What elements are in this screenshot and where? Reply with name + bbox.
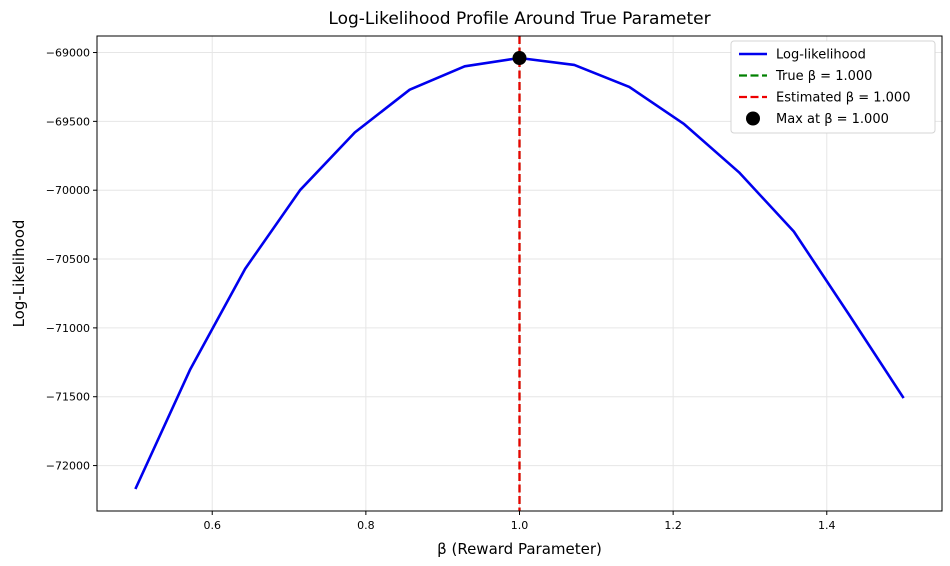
x-tick-label: 1.0 <box>511 519 529 532</box>
x-tick-label: 0.8 <box>357 519 375 532</box>
y-tick-label: −71000 <box>46 322 90 335</box>
x-axis-title: β (Reward Parameter) <box>437 540 602 558</box>
x-tick-label: 1.2 <box>664 519 682 532</box>
legend-label: Estimated β = 1.000 <box>776 91 910 106</box>
y-tick-label: −69500 <box>46 115 90 128</box>
legend-label: Max at β = 1.000 <box>776 112 889 127</box>
max-point-marker <box>512 51 527 66</box>
y-axis-title: Log-Likelihood <box>10 220 28 328</box>
legend-item-true-beta: True β = 1.000 <box>739 69 872 84</box>
y-tick-label: −69000 <box>46 47 90 60</box>
legend-label: True β = 1.000 <box>775 69 872 84</box>
axis-ticks: 0.6 0.8 1.0 1.2 1.4 −69000 −69500 −70000 −70500 −… <box>46 47 836 532</box>
legend: Log-likelihood True β = 1.000 Estimated β … <box>730 40 936 134</box>
y-tick-label: −71500 <box>46 391 90 404</box>
legend-item-max: Max at β = 1.000 <box>746 111 889 127</box>
y-tick-label: −70000 <box>46 184 90 197</box>
y-tick-label: −72000 <box>46 460 90 473</box>
x-tick-label: 1.4 <box>818 519 836 532</box>
chart-title: Log-Likelihood Profile Around True Param… <box>328 9 710 29</box>
legend-item-log-likelihood: Log-likelihood <box>739 48 866 63</box>
legend-swatch-dot <box>746 111 760 126</box>
legend-item-estimated-beta: Estimated β = 1.000 <box>739 91 910 106</box>
y-tick-label: −70500 <box>46 253 90 266</box>
plot-area <box>134 36 905 511</box>
legend-label: Log-likelihood <box>776 48 866 63</box>
legend-box <box>730 40 936 134</box>
x-tick-label: 0.6 <box>203 519 221 532</box>
